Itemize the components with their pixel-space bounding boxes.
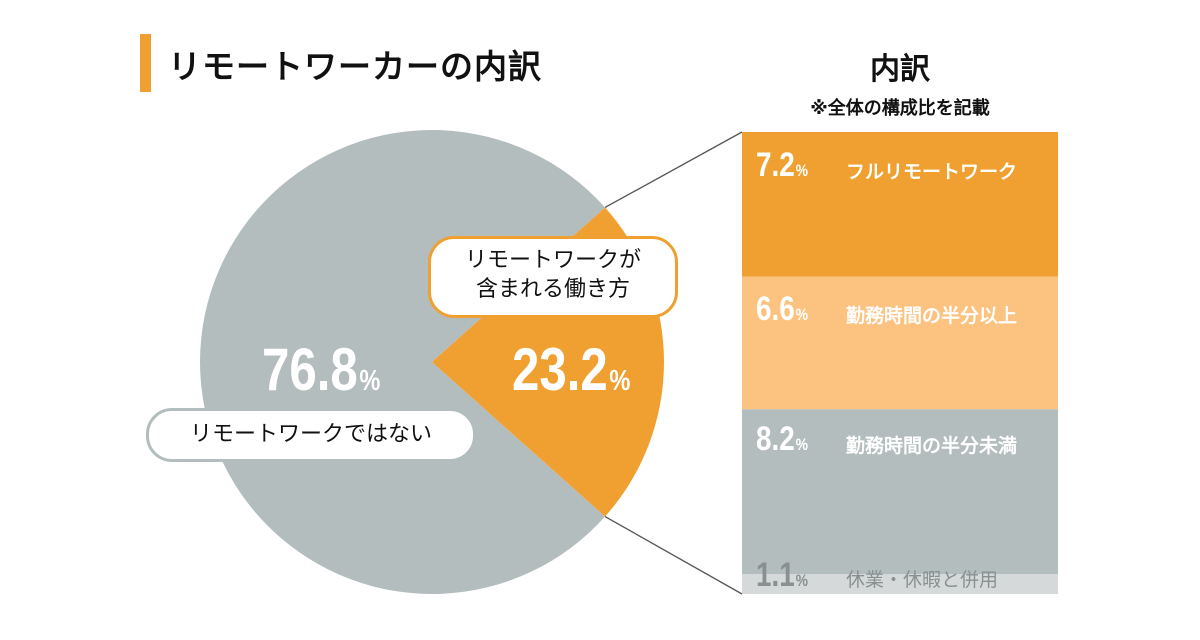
stack-segment-less-than-half xyxy=(742,409,1058,574)
segment-label-full-remote: フルリモートワーク xyxy=(846,161,1018,183)
pie-value-not-remote: 76.8 xyxy=(262,336,358,403)
segment-value-label-full-remote: 7.2% xyxy=(756,148,808,182)
segment-label-leave-combined: 休業・休暇と併用 xyxy=(846,569,999,591)
segment-unit-full-remote: % xyxy=(795,161,808,180)
pie-value-label-not-remote: 76.8% xyxy=(262,340,380,400)
pie-label-remote-line1: リモートワークが xyxy=(464,248,641,273)
page-title: リモートワーカーの内訳 xyxy=(168,47,542,86)
segment-value-label-half-or-more: 6.6% xyxy=(756,292,808,326)
pie-value-label-remote: 23.2% xyxy=(512,340,630,400)
segment-label-half-or-more: 勤務時間の半分以上 xyxy=(846,305,1018,327)
segment-value-leave-combined: 1.1 xyxy=(756,556,795,594)
pie-unit-remote: % xyxy=(609,365,631,397)
pie-value-remote: 23.2 xyxy=(512,336,608,403)
segment-value-full-remote: 7.2 xyxy=(756,146,795,184)
title-accent-bar xyxy=(140,34,151,92)
breakdown-title: 内訳 xyxy=(870,52,930,87)
segment-unit-less-than-half: % xyxy=(795,435,808,454)
segment-value-less-than-half: 8.2 xyxy=(756,420,795,458)
stack-segment-full-remote xyxy=(742,132,1058,277)
breakdown-note: ※全体の構成比を記載 xyxy=(810,98,990,119)
pie-label-remote-line2: 含まれる働き方 xyxy=(475,276,630,302)
stack-segment-leave-combined xyxy=(742,574,1058,594)
segment-value-label-less-than-half: 8.2% xyxy=(756,422,808,456)
pie-label-remote: リモートワークが 含まれる働き方 xyxy=(428,236,678,318)
segment-label-less-than-half: 勤務時間の半分未満 xyxy=(846,435,1018,457)
connector-line-top xyxy=(604,131,743,209)
pie-label-not-remote: リモートワークではない xyxy=(146,408,476,462)
segment-unit-leave-combined: % xyxy=(795,571,808,590)
segment-value-label-leave-combined: 1.1% xyxy=(756,558,808,592)
pie-unit-not-remote: % xyxy=(359,365,381,397)
segment-value-half-or-more: 6.6 xyxy=(756,290,795,328)
connector-line-bottom xyxy=(604,515,743,595)
pie-label-not-remote-text: リモートワークではない xyxy=(189,422,432,447)
segment-unit-half-or-more: % xyxy=(795,305,808,324)
stack-segment-half-or-more xyxy=(742,276,1058,410)
